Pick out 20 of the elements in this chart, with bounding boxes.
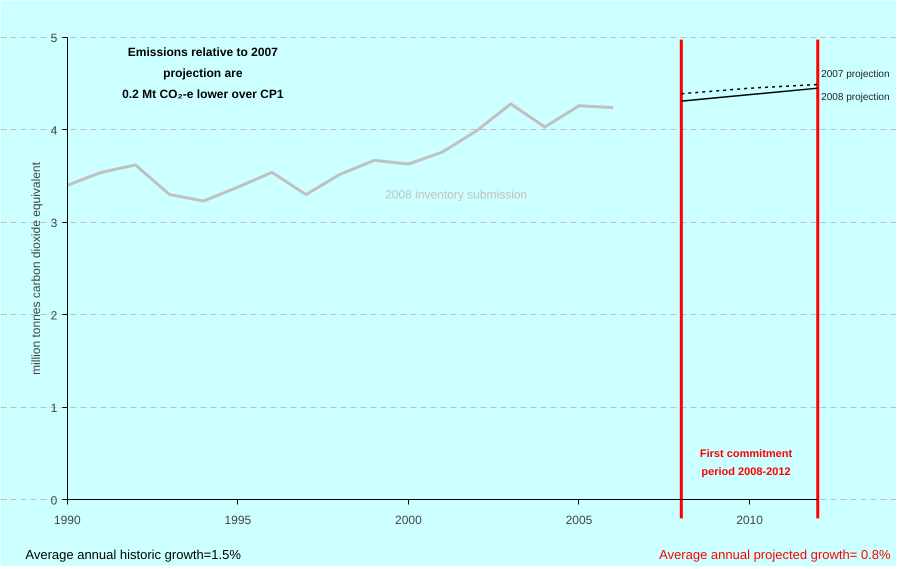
series-label: 2008 projection <box>821 92 890 103</box>
annotation: First commitment period 2008-2012 <box>700 448 792 478</box>
x-tick-label: 2010 <box>736 512 764 527</box>
line-series <box>66 102 615 203</box>
y-axis-title: million tonnes carbon dioxide equivalent <box>28 161 43 375</box>
y-tick-label: 0 <box>50 493 58 508</box>
x-tick-label: 1990 <box>54 512 81 527</box>
x-tick-label: 1995 <box>224 512 252 527</box>
series-label: 2007 projection <box>821 68 890 80</box>
y-tick-label: 1 <box>50 400 58 415</box>
annotation: Emissions relative to 2007 projection are 0.2 Mt CO₂-e lower over CP1 <box>122 45 284 102</box>
x-tick-label: 2005 <box>566 512 593 527</box>
text: Average annual projected growth= 0.8% <box>659 547 891 562</box>
y-tick-label: 2 <box>50 308 58 322</box>
y-tick-label: 3 <box>50 216 58 230</box>
x-tick-label: 2000 <box>395 512 422 527</box>
y-tick-label: 5 <box>50 30 58 45</box>
y-tick-label: 4 <box>50 123 58 138</box>
text: 2008 inventory submission <box>385 188 528 202</box>
text: Average annual historic growth=1.5% <box>25 547 242 562</box>
